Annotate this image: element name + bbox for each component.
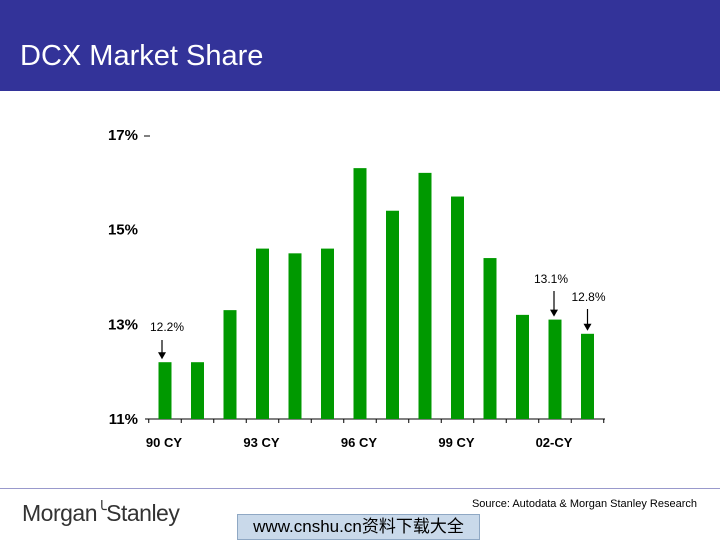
bar bbox=[256, 248, 269, 419]
bar bbox=[451, 196, 464, 419]
bar bbox=[483, 258, 497, 419]
bar bbox=[223, 310, 237, 419]
bar bbox=[158, 362, 172, 419]
bar bbox=[191, 362, 204, 419]
watermark-link[interactable]: www.cnshu.cn资料下载大全 bbox=[237, 514, 480, 540]
morgan-stanley-logo: Morgan╰Stanley bbox=[22, 500, 180, 526]
market-share-bar-chart: 17% 15% 13% 11% 90 CY 93 CY 96 CY 99 CY 02-CY 12.… bbox=[108, 127, 606, 450]
bar bbox=[386, 210, 399, 419]
data-label: 12.2% bbox=[150, 320, 184, 334]
arrow-head bbox=[583, 323, 592, 331]
bar bbox=[288, 253, 302, 419]
x-tick-label: 93 CY bbox=[243, 435, 279, 450]
bar bbox=[581, 333, 594, 419]
bar bbox=[418, 172, 432, 419]
data-label: 13.1% bbox=[534, 272, 568, 286]
x-tick-label: 99 CY bbox=[438, 435, 474, 450]
source-note: Source: Autodata & Morgan Stanley Resear… bbox=[471, 498, 697, 510]
page-title: DCX Market Share bbox=[20, 40, 264, 72]
bar bbox=[353, 168, 367, 419]
data-label: 12.8% bbox=[572, 290, 606, 304]
footer-divider bbox=[0, 488, 720, 489]
y-tick-label: 13% bbox=[108, 316, 138, 333]
x-tick-label: 96 CY bbox=[341, 435, 377, 450]
y-tick-label: 15% bbox=[108, 222, 138, 239]
y-tick-label: 17% bbox=[108, 127, 138, 144]
bar bbox=[516, 314, 529, 419]
title-bar: DCX Market Share bbox=[0, 0, 720, 91]
arrow-head bbox=[550, 309, 558, 317]
bar bbox=[321, 248, 334, 419]
bar bbox=[548, 319, 562, 419]
arrow-head bbox=[158, 352, 166, 360]
x-tick-label: 90 CY bbox=[146, 435, 182, 450]
x-tick-label: 02-CY bbox=[536, 435, 573, 450]
y-tick-label: 11% bbox=[109, 411, 138, 428]
